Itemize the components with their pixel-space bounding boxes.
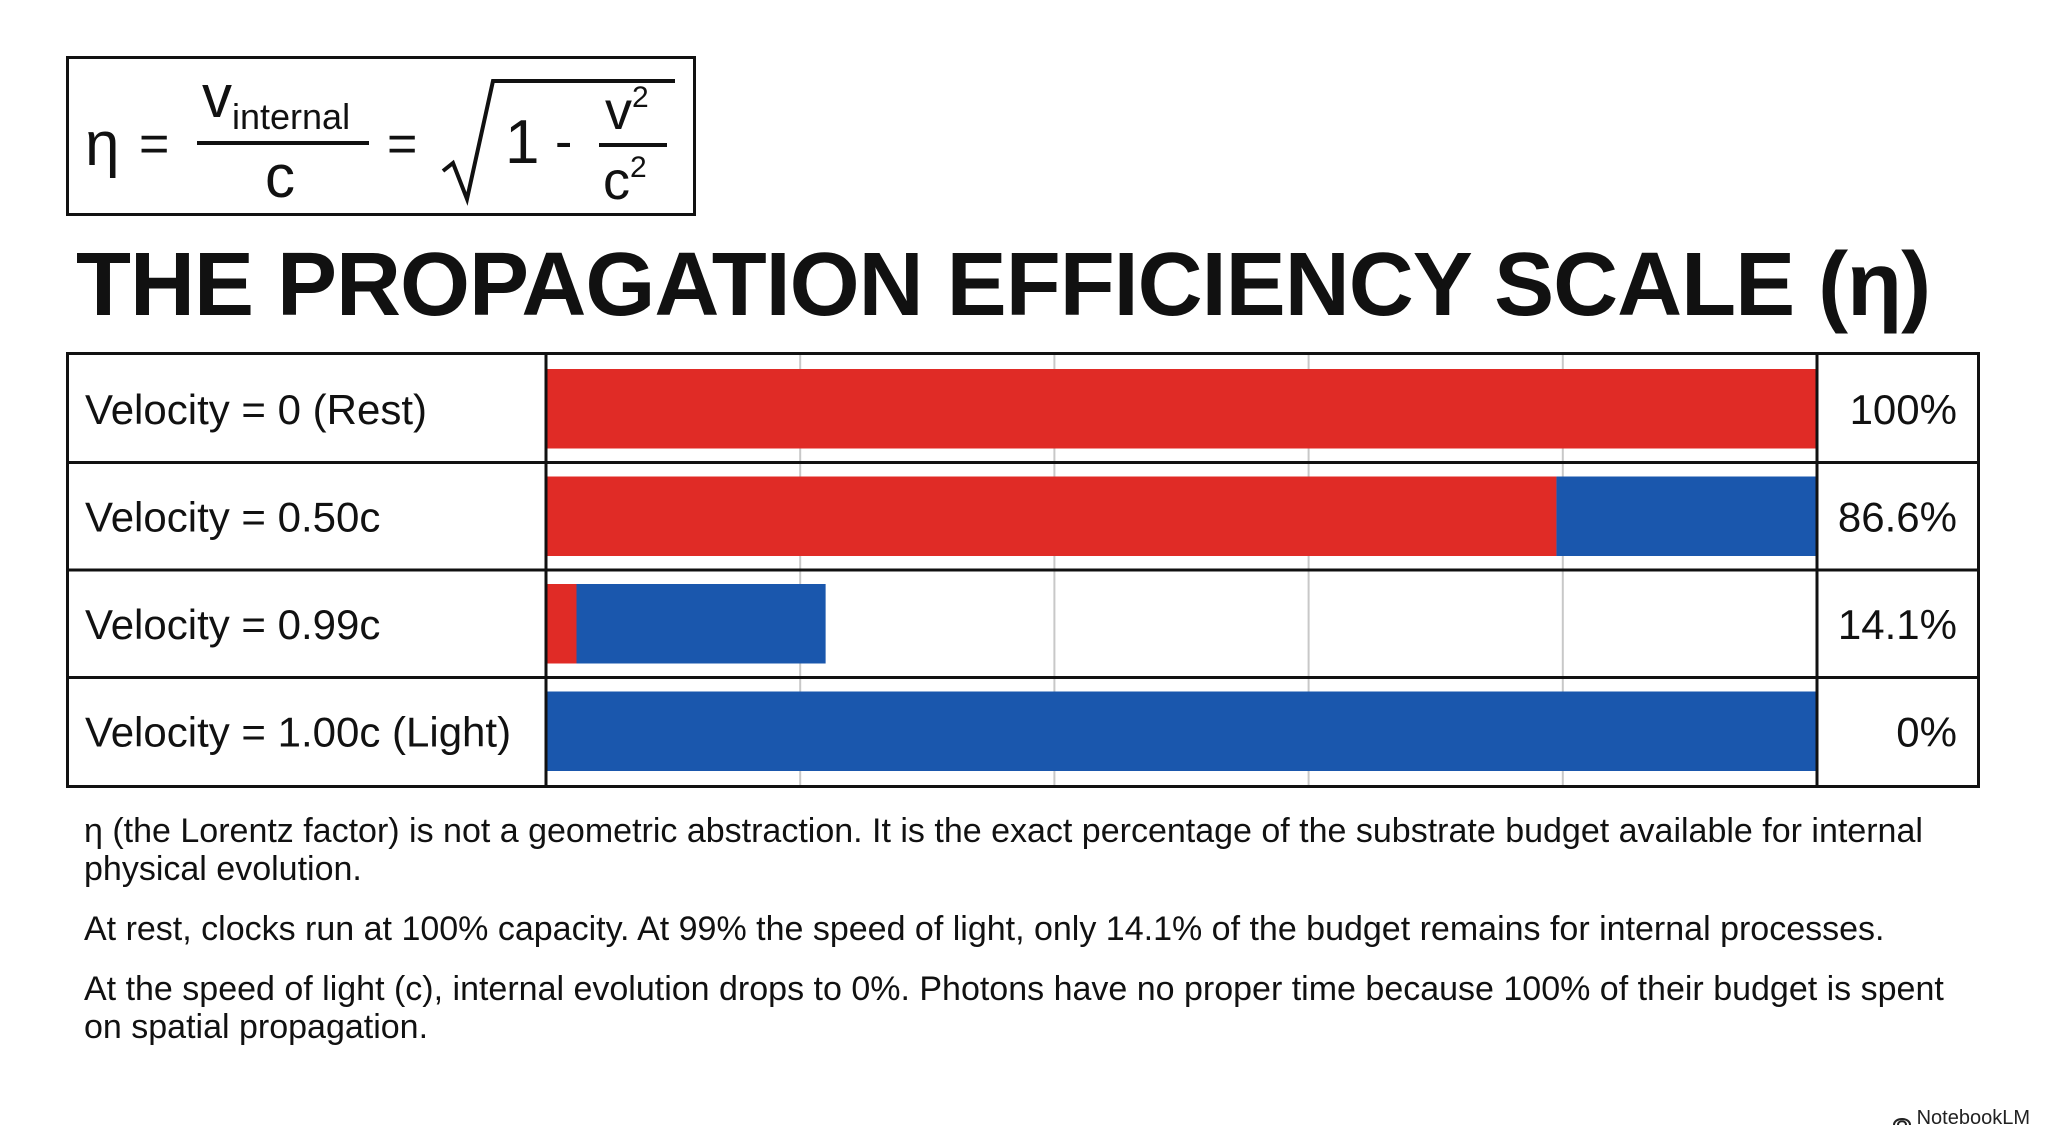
efficiency-chart-svg: Velocity = 0 (Rest) 100% Velocity = 0.50c 8… (69, 355, 1977, 785)
row-label: Velocity = 0 (Rest) (85, 386, 427, 433)
formula-equals-1: = (139, 115, 169, 173)
formula-v-squared: v2 (605, 81, 649, 141)
description-paragraph-1: η (the Lorentz factor) is not a geometri… (84, 812, 1923, 888)
brand-watermark: NotebookLM (1892, 1107, 2030, 1130)
row-value: 100% (1850, 386, 1957, 433)
formula-v: v (605, 81, 632, 141)
bar-segment-red (546, 369, 1817, 449)
bar-segment-blue (1556, 476, 1817, 556)
description: η (the Lorentz factor) is not a geometri… (84, 812, 1964, 1068)
notebooklm-icon (1892, 1117, 1911, 1125)
formula-equals-2: = (387, 115, 417, 173)
formula-c-exp: 2 (630, 151, 647, 184)
formula-minus: - (555, 113, 572, 171)
brand-name: NotebookLM (1916, 1107, 2030, 1129)
formula-v-sub: internal (232, 96, 350, 137)
formula-box: η = vinternal c = 1 - v2 c2 (66, 56, 696, 216)
description-paragraph-3: At the speed of light (c), internal evol… (84, 970, 1944, 1046)
row-label: Velocity = 1.00c (Light) (85, 708, 511, 755)
formula-v-exp: 2 (632, 81, 649, 114)
bar-segment-red (546, 584, 577, 664)
formula-eta: η (85, 110, 119, 179)
formula-c2: c (603, 151, 630, 211)
description-paragraph-2: At rest, clocks run at 100% capacity. At… (84, 910, 1885, 948)
row-value: 86.6% (1838, 493, 1957, 540)
formula-c: c (265, 143, 295, 210)
row-label: Velocity = 0.99c (85, 601, 380, 648)
formula-sqrt-sign (441, 79, 675, 206)
bar-segment-blue (546, 691, 1817, 771)
formula-one: 1 (505, 108, 539, 177)
chart-title: THE PROPAGATION EFFICIENCY SCALE (η) (76, 235, 1931, 335)
bar-segment-blue (576, 584, 826, 664)
efficiency-chart: Velocity = 0 (Rest) 100% Velocity = 0.50c 8… (66, 352, 1980, 788)
formula: η = vinternal c = 1 - v2 c2 (85, 63, 675, 211)
row-value: 0% (1896, 708, 1957, 755)
row-label: Velocity = 0.50c (85, 493, 380, 540)
bar-segment-red (546, 476, 1557, 556)
formula-v-internal: vinternal (202, 63, 350, 137)
row-value: 14.1% (1838, 601, 1957, 648)
formula-v-main: v (202, 63, 232, 130)
formula-c-squared: c2 (603, 151, 647, 211)
